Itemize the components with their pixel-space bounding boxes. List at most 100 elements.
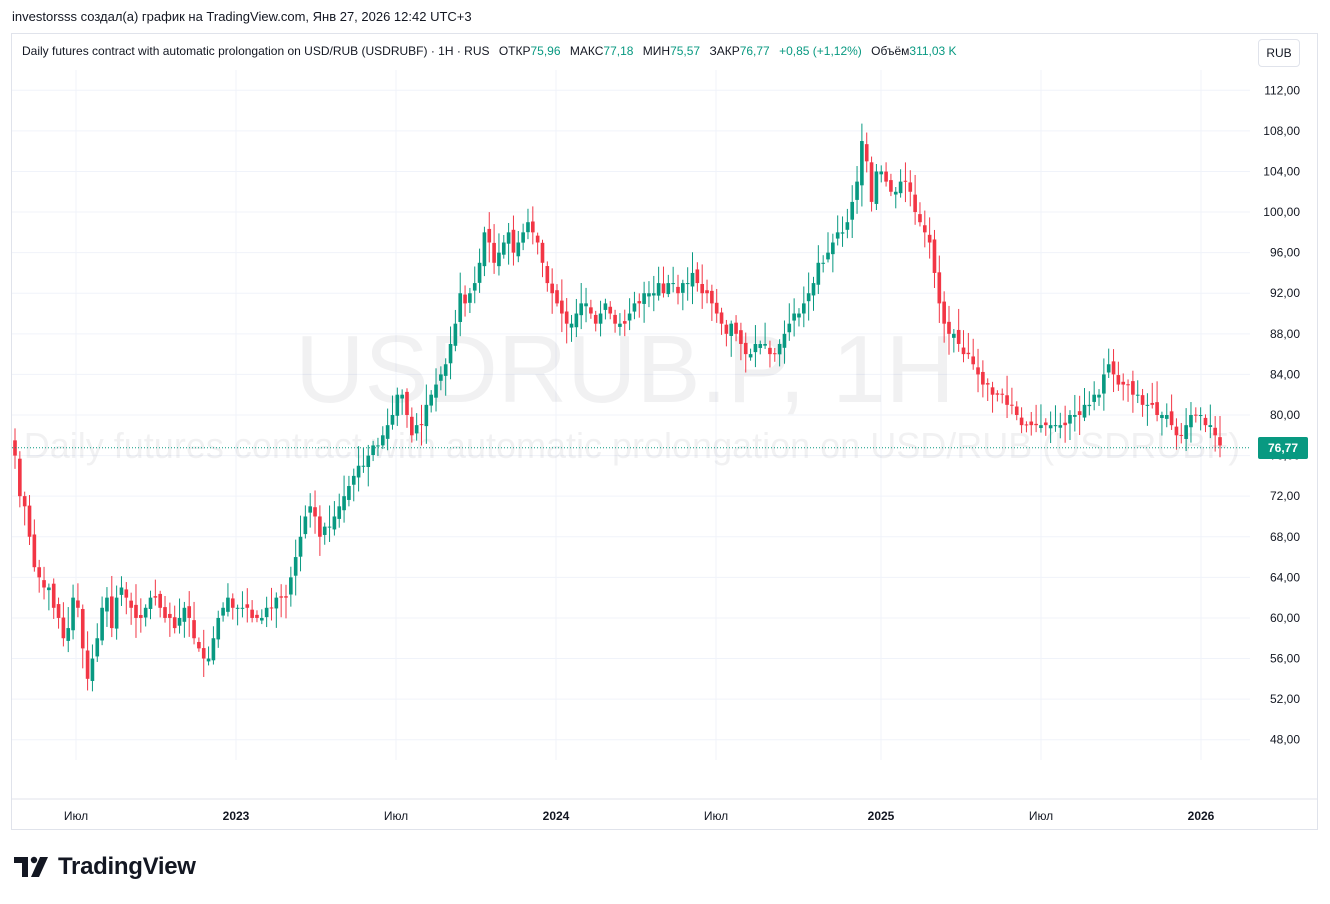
candle-body xyxy=(129,600,133,608)
candle-body xyxy=(763,343,767,346)
candle-body xyxy=(1077,411,1082,415)
candle-body xyxy=(869,162,874,202)
currency-button[interactable]: RUB xyxy=(1258,39,1300,67)
candle-body xyxy=(211,638,216,661)
candle-body xyxy=(56,604,61,618)
candle-body xyxy=(390,415,395,425)
candle-body xyxy=(622,321,627,324)
candle-body xyxy=(240,607,245,609)
candle-body xyxy=(1019,417,1024,426)
chart-caption: investorsss создал(а) график на TradingV… xyxy=(12,9,472,24)
candle-body xyxy=(47,587,51,591)
legend-change: +0,85 (+1,12%) xyxy=(779,44,862,58)
candle-body xyxy=(1043,422,1048,426)
candle-body xyxy=(719,312,724,324)
candle-body xyxy=(826,252,830,260)
candle-body xyxy=(61,617,66,639)
candle-body xyxy=(1169,411,1174,426)
candle-body xyxy=(1073,415,1077,417)
candle-body xyxy=(603,303,608,310)
candle-body xyxy=(850,201,855,220)
candle-body xyxy=(32,534,37,568)
candle-body xyxy=(487,228,492,243)
candle-body xyxy=(710,290,714,304)
candle-body xyxy=(264,607,269,618)
candle-body xyxy=(879,171,884,175)
candle-body xyxy=(705,290,709,294)
candle-body xyxy=(1184,425,1188,439)
price-tick-label: 84,00 xyxy=(1270,367,1300,381)
candle-body xyxy=(1140,395,1145,405)
candle-body xyxy=(380,435,385,446)
candle-body xyxy=(221,607,225,616)
candle-body xyxy=(884,171,888,182)
candle-body xyxy=(864,144,869,162)
candle-body xyxy=(947,321,951,334)
candle-body xyxy=(637,301,642,304)
candle-body xyxy=(1189,415,1193,428)
legend-high-value: 77,18 xyxy=(603,44,634,58)
candle-body xyxy=(661,283,666,294)
candle-body xyxy=(385,425,390,439)
candle-body xyxy=(453,323,458,346)
candle-body xyxy=(1145,404,1150,406)
candle-body xyxy=(535,235,540,243)
candle-body xyxy=(627,313,632,321)
candle-body xyxy=(434,384,438,398)
candle-body xyxy=(598,313,603,324)
candle-body xyxy=(976,367,980,375)
candle-body xyxy=(748,354,753,358)
candle-body xyxy=(545,266,550,284)
candle-body xyxy=(593,314,598,324)
candle-body xyxy=(1213,427,1217,436)
candle-body xyxy=(540,242,545,263)
candle-body xyxy=(419,424,424,426)
price-tick-label: 56,00 xyxy=(1270,652,1300,666)
candle-body xyxy=(714,302,719,314)
candle-body xyxy=(758,343,763,348)
legend-volume-value: 311,03 K xyxy=(909,44,957,58)
legend-high-label: МАКС xyxy=(569,44,604,58)
brand-name: TradingView xyxy=(58,853,196,880)
candle-body xyxy=(753,343,758,353)
candle-body xyxy=(942,301,946,324)
candle-body xyxy=(274,597,279,609)
candle-body xyxy=(555,290,559,304)
candle-body xyxy=(1131,381,1135,395)
candle-body xyxy=(182,607,187,622)
symbol-legend: Daily futures contract with automatic pr… xyxy=(22,44,957,58)
candle-body xyxy=(22,496,27,507)
candle-body xyxy=(143,607,148,618)
legend-low-value: 75,57 xyxy=(670,44,701,58)
candle-body xyxy=(259,617,264,621)
candle-body xyxy=(1034,423,1038,426)
legend-title: Daily futures contract with automatic pr… xyxy=(22,44,490,58)
candle-body xyxy=(521,232,525,243)
candle-body xyxy=(506,232,511,244)
candle-body xyxy=(27,505,32,537)
tradingview-brand[interactable]: TradingView xyxy=(14,853,196,881)
candle-body xyxy=(956,329,961,344)
candle-body xyxy=(685,283,690,285)
candle-body xyxy=(497,252,501,267)
candle-body xyxy=(1179,434,1184,436)
legend-open-label: ОТКР xyxy=(498,44,531,58)
candle-body xyxy=(308,506,313,513)
candle-body xyxy=(347,486,351,500)
candle-body xyxy=(119,587,124,595)
candle-body xyxy=(172,617,177,629)
candle-body xyxy=(109,596,114,629)
candle-body xyxy=(874,171,879,204)
candle-body xyxy=(893,191,898,195)
candle-body xyxy=(163,607,167,618)
candle-body xyxy=(197,641,201,649)
candle-body xyxy=(1155,402,1159,415)
candle-body xyxy=(1024,424,1029,426)
candle-body xyxy=(66,628,71,641)
candle-body xyxy=(516,242,521,257)
candle-body xyxy=(134,604,138,618)
candle-body xyxy=(1150,402,1155,405)
candle-body xyxy=(724,324,729,334)
candle-body xyxy=(932,239,937,273)
